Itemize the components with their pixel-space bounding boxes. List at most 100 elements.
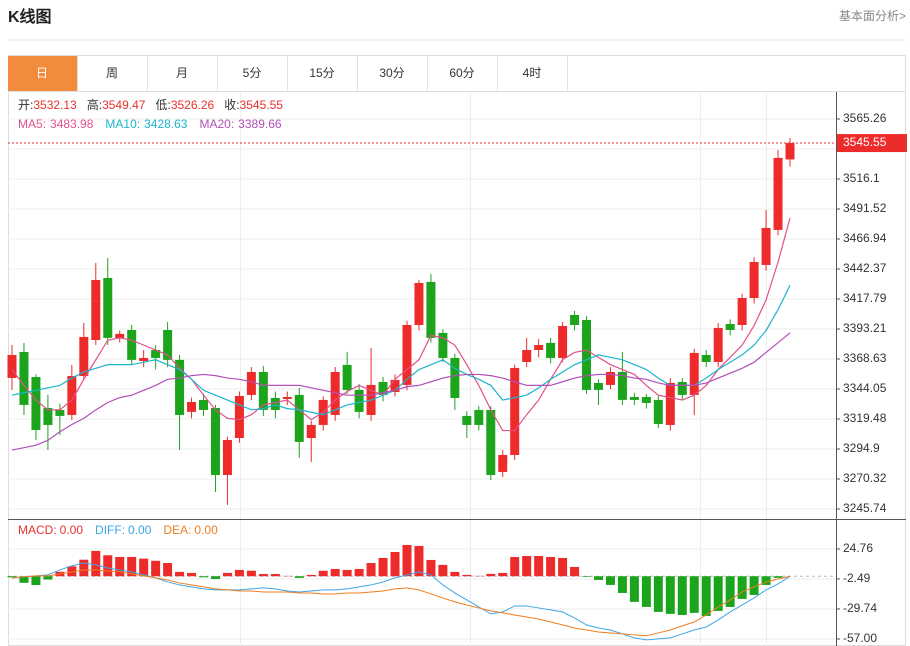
legend-value: 3483.98 bbox=[50, 117, 94, 131]
candle-body bbox=[641, 397, 651, 403]
macd-bar bbox=[270, 574, 280, 577]
macd-bar bbox=[558, 557, 568, 577]
candle-body bbox=[115, 333, 125, 338]
macd-bar bbox=[426, 559, 436, 577]
readout-label: DIFF: bbox=[95, 523, 125, 537]
candle-body bbox=[127, 329, 137, 360]
tab[interactable] bbox=[148, 56, 218, 91]
macd-bar bbox=[31, 576, 41, 586]
macd-bar bbox=[773, 576, 783, 578]
candle-body bbox=[175, 359, 185, 415]
candle-body bbox=[354, 389, 364, 412]
macd-bar bbox=[510, 556, 520, 577]
tab[interactable] bbox=[288, 56, 358, 91]
candle-body bbox=[522, 350, 532, 362]
macd-bar bbox=[187, 572, 197, 577]
tab-label[interactable]: 60分 bbox=[449, 66, 474, 80]
candle-body bbox=[258, 371, 268, 410]
macd-bar bbox=[115, 556, 125, 577]
candle-body bbox=[79, 336, 89, 377]
tab[interactable] bbox=[218, 56, 288, 91]
tab-label[interactable]: 4时 bbox=[523, 66, 542, 80]
macd-bar bbox=[617, 576, 627, 593]
candle-body bbox=[773, 157, 783, 230]
macd-bar bbox=[163, 563, 173, 577]
macd-bar bbox=[641, 576, 651, 607]
last-price-label: 3545.55 bbox=[843, 135, 887, 149]
candle-body bbox=[701, 355, 711, 362]
tab[interactable] bbox=[78, 56, 148, 91]
analysis-link[interactable]: 基本面分析> bbox=[839, 9, 906, 23]
candle-body bbox=[629, 397, 639, 400]
candle-body bbox=[713, 327, 723, 362]
candle-body bbox=[31, 376, 41, 430]
candle-body bbox=[139, 357, 149, 361]
legend-label: MA5: bbox=[18, 117, 46, 131]
macd-bar bbox=[43, 576, 53, 580]
candle-body bbox=[294, 394, 304, 442]
macd-bar bbox=[414, 545, 424, 577]
macd-bar bbox=[79, 559, 89, 577]
y-tick-label: 3270.32 bbox=[843, 471, 887, 485]
macd-bar bbox=[653, 576, 663, 612]
candle-body bbox=[582, 319, 592, 390]
y-tick-label: 3344.05 bbox=[843, 381, 887, 395]
candle-body bbox=[67, 376, 77, 415]
candle-body bbox=[43, 407, 53, 425]
legend-value: 3428.63 bbox=[144, 117, 188, 131]
ma-readout: MA5: 3483.98 MA10: 3428.63 MA20: 3389.66 bbox=[18, 117, 282, 131]
macd-bar bbox=[354, 568, 364, 577]
tab-label[interactable]: 日 bbox=[36, 66, 48, 80]
macd-bar bbox=[199, 576, 209, 578]
tab[interactable] bbox=[498, 56, 568, 91]
candle-body bbox=[342, 364, 352, 390]
last-price-tag bbox=[837, 134, 907, 153]
macd-bar bbox=[462, 574, 472, 577]
macd-bar bbox=[546, 556, 556, 577]
ma-line bbox=[11, 332, 791, 451]
readout-value: 0.00 bbox=[194, 523, 218, 537]
macd-bar bbox=[582, 576, 592, 577]
y-tick-label: 3516.1 bbox=[843, 171, 880, 185]
candle-body bbox=[725, 324, 735, 330]
candle-body bbox=[546, 342, 556, 358]
macd-bar bbox=[366, 563, 376, 577]
candle-body bbox=[330, 371, 340, 415]
macd-bar bbox=[677, 576, 687, 615]
y-tick-label: 24.76 bbox=[843, 541, 873, 555]
macd-bar bbox=[438, 564, 448, 577]
candle-body bbox=[390, 379, 400, 392]
macd-bar bbox=[689, 576, 699, 613]
candle-body bbox=[570, 314, 580, 325]
tab-label[interactable]: 周 bbox=[106, 66, 118, 80]
y-tick-label: 3245.74 bbox=[843, 501, 887, 515]
tab-label[interactable]: 30分 bbox=[379, 66, 404, 80]
candle-body bbox=[7, 355, 17, 378]
tab-label[interactable]: 15分 bbox=[309, 66, 334, 80]
macd-bar bbox=[91, 550, 101, 577]
candle-body bbox=[282, 397, 292, 399]
tab-label[interactable]: 月 bbox=[176, 66, 188, 80]
tab[interactable] bbox=[358, 56, 428, 91]
y-tick-label: 3491.52 bbox=[843, 201, 887, 215]
legend-label: MA10: bbox=[105, 117, 140, 131]
y-tick-label: 3417.79 bbox=[843, 291, 887, 305]
macd-line bbox=[11, 569, 791, 637]
candle-body bbox=[617, 371, 627, 400]
macd-bar bbox=[761, 576, 771, 585]
candle-body bbox=[426, 281, 436, 338]
tab[interactable] bbox=[428, 56, 498, 91]
y-tick-label: 3466.94 bbox=[843, 231, 887, 245]
candle-body bbox=[450, 357, 460, 398]
macd-bar bbox=[402, 544, 412, 577]
tab-label[interactable]: 5分 bbox=[243, 66, 262, 80]
candle-body bbox=[199, 399, 209, 410]
candle-body bbox=[222, 439, 232, 475]
candle-body bbox=[665, 382, 675, 425]
tab[interactable] bbox=[8, 56, 78, 91]
candle-body bbox=[91, 279, 101, 341]
readout-value: 3526.26 bbox=[171, 98, 215, 112]
candle-body bbox=[163, 329, 173, 360]
macd-bar bbox=[127, 556, 137, 577]
